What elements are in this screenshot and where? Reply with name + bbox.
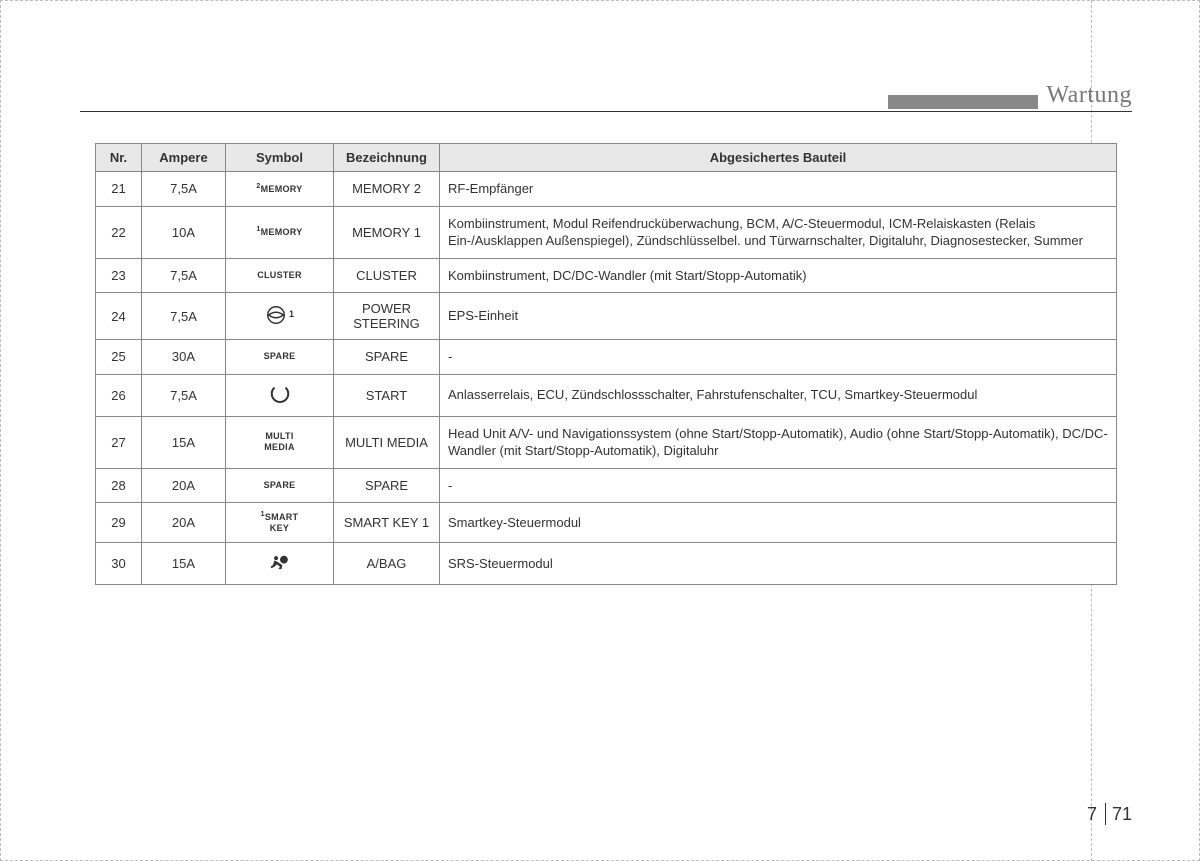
cell-bauteil: EPS-Einheit xyxy=(440,293,1117,340)
cell-symbol: MULTIMEDIA xyxy=(226,416,334,468)
page-footer: 7 71 xyxy=(1087,803,1132,825)
table-row: 3015A A/BAGSRS-Steuermodul xyxy=(96,543,1117,585)
table-header-row: Nr. Ampere Symbol Bezeichnung Abgesicher… xyxy=(96,144,1117,172)
cell-symbol xyxy=(226,374,334,416)
cell-nr: 27 xyxy=(96,416,142,468)
table-row: 2920A1SMARTKEYSMART KEY 1Smartkey-Steuer… xyxy=(96,503,1117,543)
cell-ampere: 15A xyxy=(142,543,226,585)
cell-bauteil: RF-Empfänger xyxy=(440,172,1117,207)
footer-page: 71 xyxy=(1110,804,1132,825)
cell-ampere: 20A xyxy=(142,468,226,503)
cell-bauteil: Smartkey-Steuermodul xyxy=(440,503,1117,543)
page-header: Wartung xyxy=(80,82,1132,112)
table-row: 237,5ACLUSTERCLUSTERKombiinstrument, DC/… xyxy=(96,258,1117,293)
th-symbol: Symbol xyxy=(226,144,334,172)
header-bar xyxy=(888,95,1038,109)
cell-symbol: SPARE xyxy=(226,468,334,503)
cell-bezeichnung: MEMORY 1 xyxy=(334,206,440,258)
cell-bauteil: SRS-Steuermodul xyxy=(440,543,1117,585)
cell-nr: 24 xyxy=(96,293,142,340)
airbag-icon xyxy=(269,551,291,573)
th-ampere: Ampere xyxy=(142,144,226,172)
table-row: 2820ASPARESPARE- xyxy=(96,468,1117,503)
table-row: 267,5A STARTAnlasserrelais, ECU, Zündschl… xyxy=(96,374,1117,416)
cell-nr: 21 xyxy=(96,172,142,207)
cell-bezeichnung: A/BAG xyxy=(334,543,440,585)
cell-nr: 30 xyxy=(96,543,142,585)
table-row: 2210A1MEMORYMEMORY 1Kombiinstrument, Mod… xyxy=(96,206,1117,258)
cell-symbol: SPARE xyxy=(226,340,334,375)
cell-nr: 28 xyxy=(96,468,142,503)
th-nr: Nr. xyxy=(96,144,142,172)
cell-ampere: 30A xyxy=(142,340,226,375)
cell-bauteil: Anlasserrelais, ECU, Zündschlossschalter… xyxy=(440,374,1117,416)
cell-ampere: 15A xyxy=(142,416,226,468)
cell-symbol: 1 xyxy=(226,293,334,340)
cell-bauteil: Head Unit A/V- und Navigationssystem (oh… xyxy=(440,416,1117,468)
cell-ampere: 7,5A xyxy=(142,172,226,207)
start-icon xyxy=(269,383,291,405)
cell-nr: 29 xyxy=(96,503,142,543)
footer-chapter: 7 xyxy=(1087,804,1103,825)
cell-bezeichnung: SPARE xyxy=(334,468,440,503)
th-bezeichnung: Bezeichnung xyxy=(334,144,440,172)
cell-ampere: 7,5A xyxy=(142,374,226,416)
steering-icon: 1 xyxy=(265,304,294,326)
cell-ampere: 10A xyxy=(142,206,226,258)
cell-nr: 22 xyxy=(96,206,142,258)
cell-ampere: 20A xyxy=(142,503,226,543)
cell-nr: 26 xyxy=(96,374,142,416)
cell-symbol: 1SMARTKEY xyxy=(226,503,334,543)
cell-bauteil: Kombiinstrument, Modul Reifendrucküberwa… xyxy=(440,206,1117,258)
cell-symbol: CLUSTER xyxy=(226,258,334,293)
cell-symbol: 1MEMORY xyxy=(226,206,334,258)
cell-ampere: 7,5A xyxy=(142,293,226,340)
cell-bezeichnung: MULTI MEDIA xyxy=(334,416,440,468)
cell-nr: 23 xyxy=(96,258,142,293)
cell-bezeichnung: MEMORY 2 xyxy=(334,172,440,207)
fuse-table-container: Nr. Ampere Symbol Bezeichnung Abgesicher… xyxy=(95,143,1117,585)
cell-bauteil: Kombiinstrument, DC/DC-Wandler (mit Star… xyxy=(440,258,1117,293)
cell-bezeichnung: POWER STEERING xyxy=(334,293,440,340)
cell-ampere: 7,5A xyxy=(142,258,226,293)
cell-bauteil: - xyxy=(440,340,1117,375)
cell-bezeichnung: CLUSTER xyxy=(334,258,440,293)
cell-bauteil: - xyxy=(440,468,1117,503)
table-row: 2530ASPARESPARE- xyxy=(96,340,1117,375)
cell-bezeichnung: SMART KEY 1 xyxy=(334,503,440,543)
cell-symbol: 2MEMORY xyxy=(226,172,334,207)
cell-bezeichnung: SPARE xyxy=(334,340,440,375)
footer-divider xyxy=(1105,803,1106,825)
cell-symbol xyxy=(226,543,334,585)
table-row: 217,5A2MEMORYMEMORY 2RF-Empfänger xyxy=(96,172,1117,207)
cell-bezeichnung: START xyxy=(334,374,440,416)
cell-nr: 25 xyxy=(96,340,142,375)
table-row: 2715AMULTIMEDIAMULTI MEDIAHead Unit A/V-… xyxy=(96,416,1117,468)
page-title: Wartung xyxy=(1046,82,1132,109)
th-bauteil: Abgesichertes Bauteil xyxy=(440,144,1117,172)
table-row: 247,5A 1 POWER STEERINGEPS-Einheit xyxy=(96,293,1117,340)
fuse-table: Nr. Ampere Symbol Bezeichnung Abgesicher… xyxy=(95,143,1117,585)
